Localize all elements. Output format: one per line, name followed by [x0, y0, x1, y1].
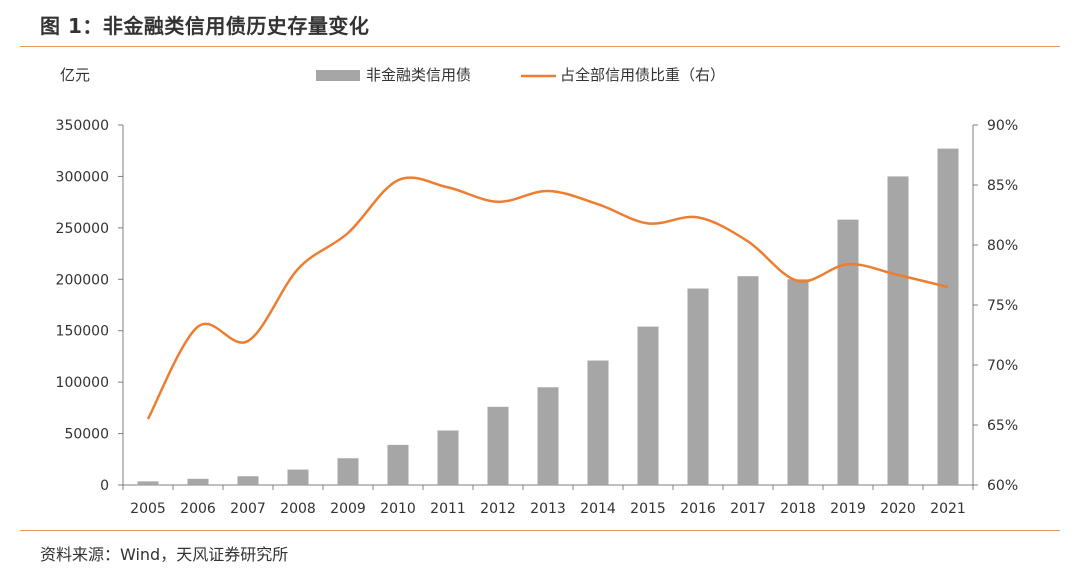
figure-title: 图 1：非金融类信用债历史存量变化 [40, 14, 370, 38]
bar-2009 [337, 458, 359, 485]
legend: 非金融类信用债 占全部信用债比重（右） [316, 66, 725, 84]
x-tick-label: 2019 [830, 501, 866, 517]
x-tick-label: 2017 [730, 501, 766, 517]
x-tick-label: 2011 [430, 501, 466, 517]
y-tick-left-label: 350000 [56, 118, 109, 134]
x-tick-label: 2012 [480, 501, 516, 517]
x-tick-label: 2010 [380, 501, 416, 517]
x-tick-label: 2007 [230, 501, 266, 517]
y-tick-left-label: 300000 [56, 169, 109, 185]
y-tick-left-label: 150000 [56, 324, 109, 340]
legend-line-label: 占全部信用债比重（右） [560, 66, 725, 84]
x-tick-label: 2013 [530, 501, 566, 517]
bar-2016 [687, 288, 709, 485]
bar-2011 [437, 430, 459, 485]
bar-2017 [737, 276, 759, 485]
x-tick-label: 2006 [180, 501, 216, 517]
y-tick-left-label: 100000 [56, 375, 109, 391]
bar-2018 [787, 279, 809, 485]
bar-2012 [487, 406, 509, 485]
y-tick-left-label: 0 [100, 478, 109, 494]
x-tick-label: 2009 [330, 501, 366, 517]
source-divider [20, 530, 1060, 531]
bar-2015 [637, 326, 659, 485]
bar-2014 [587, 360, 609, 485]
bar-2021 [937, 148, 959, 485]
x-tick-label: 2008 [280, 501, 316, 517]
bar-2006 [187, 478, 209, 485]
x-tick-label: 2014 [580, 501, 616, 517]
y-tick-right-label: 70% [987, 358, 1018, 374]
x-tick-label: 2005 [130, 501, 166, 517]
y-tick-right-label: 85% [987, 178, 1018, 194]
y-tick-right-label: 60% [987, 478, 1018, 494]
bar-2019 [837, 219, 859, 485]
y-tick-right-label: 80% [987, 238, 1018, 254]
x-tick-label: 2021 [930, 501, 966, 517]
y-axis-left-label: 亿元 [60, 66, 90, 84]
x-tick-label: 2015 [630, 501, 666, 517]
bar-2020 [887, 176, 909, 485]
legend-bar-label: 非金融类信用债 [366, 66, 471, 84]
series-line-share [146, 176, 949, 420]
bar-2007 [237, 476, 259, 485]
title-divider [20, 46, 1060, 47]
x-tick-label: 2016 [680, 501, 716, 517]
y-tick-right-label: 65% [987, 418, 1018, 434]
y-tick-left-label: 200000 [56, 272, 109, 288]
legend-bar-swatch [316, 70, 360, 81]
source-note: 资料来源：Wind，天风证券研究所 [40, 545, 289, 564]
bar-2008 [287, 469, 309, 485]
x-tick-label: 2018 [780, 501, 816, 517]
y-tick-right-label: 90% [987, 118, 1018, 134]
bar-2013 [537, 387, 559, 485]
x-tick-label: 2020 [880, 501, 916, 517]
bar-2005 [137, 481, 159, 485]
bar-2010 [387, 444, 409, 485]
y-tick-right-label: 75% [987, 298, 1018, 314]
y-tick-left-label: 50000 [64, 427, 109, 443]
y-tick-left-label: 250000 [56, 221, 109, 237]
